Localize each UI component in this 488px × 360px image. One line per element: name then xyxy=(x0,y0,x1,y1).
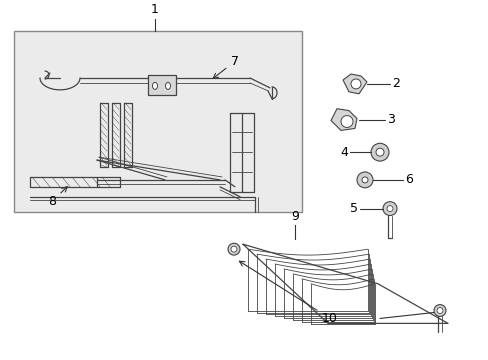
Circle shape xyxy=(375,148,383,156)
Text: 9: 9 xyxy=(290,211,298,224)
Text: 8: 8 xyxy=(48,187,67,208)
Circle shape xyxy=(350,79,360,89)
Text: 10: 10 xyxy=(239,261,337,325)
Ellipse shape xyxy=(165,82,170,89)
Circle shape xyxy=(370,143,388,161)
Circle shape xyxy=(382,202,396,216)
Text: 6: 6 xyxy=(404,174,412,186)
Text: 5: 5 xyxy=(349,202,357,215)
Polygon shape xyxy=(330,109,356,130)
Text: 7: 7 xyxy=(213,55,239,78)
Text: 4: 4 xyxy=(340,146,347,159)
Circle shape xyxy=(340,116,352,127)
Bar xyxy=(14,31,302,212)
Text: 3: 3 xyxy=(386,113,394,126)
Polygon shape xyxy=(342,74,366,94)
Circle shape xyxy=(361,177,367,183)
Circle shape xyxy=(436,307,442,314)
Bar xyxy=(148,75,176,95)
Circle shape xyxy=(230,246,237,252)
Circle shape xyxy=(386,206,392,212)
Circle shape xyxy=(227,243,240,255)
Circle shape xyxy=(433,305,445,316)
Circle shape xyxy=(356,172,372,188)
Text: 1: 1 xyxy=(151,3,159,15)
Ellipse shape xyxy=(152,82,157,89)
Text: 2: 2 xyxy=(391,77,399,90)
